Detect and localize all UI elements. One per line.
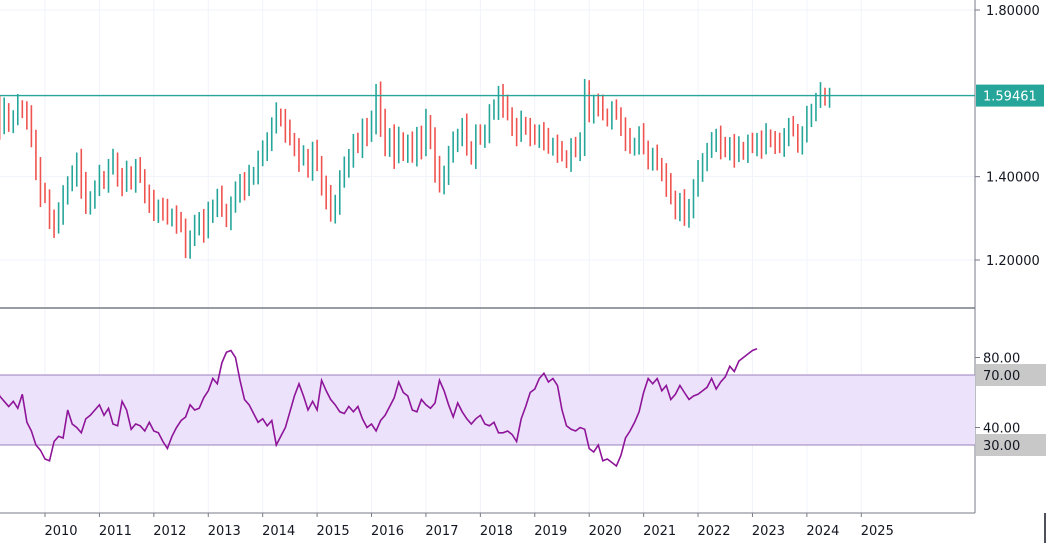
price-axis-label: 1.20000 — [986, 254, 1040, 269]
time-axis-label: 2016 — [371, 524, 404, 539]
rsi-axis-label: 40.00 — [983, 422, 1020, 437]
last-price-badge-bg — [976, 84, 1044, 107]
time-axis-label: 2012 — [153, 524, 186, 539]
time-axis-label: 2014 — [262, 524, 295, 539]
rsi-band-badge-label: 70.00 — [983, 369, 1020, 384]
rsi-band-badge-label: 30.00 — [983, 439, 1020, 454]
price-axis-label: 1.40000 — [986, 171, 1040, 186]
rsi-band-badge — [976, 364, 1046, 386]
time-axis-label: 2021 — [643, 524, 676, 539]
rsi-axis-label: 80.00 — [983, 352, 1020, 367]
last-price-badge: 1.59461 — [976, 84, 1044, 107]
time-axis-label: 2022 — [697, 524, 730, 539]
time-axis-label: 2024 — [806, 524, 839, 539]
time-axis-label: 2023 — [752, 524, 785, 539]
rsi-band-fill — [0, 375, 975, 445]
time-axis-label: 2011 — [99, 524, 132, 539]
time-axis-label: 2010 — [44, 524, 77, 539]
time-axis-label: 2017 — [425, 524, 458, 539]
time-axis-label: 2019 — [534, 524, 567, 539]
price-candles[interactable] — [0, 58, 831, 259]
price-axis-label: 1.80000 — [986, 4, 1040, 19]
last-price-value: 1.59461 — [983, 90, 1037, 105]
time-axis-label: 2013 — [208, 524, 241, 539]
time-axis-label: 2020 — [589, 524, 622, 539]
time-axis[interactable]: 2010 2011 2012 2013 2014 2015 2016 2017 2018 2019… — [44, 513, 894, 539]
time-axis-label: 2018 — [480, 524, 513, 539]
price-axis[interactable]: 1.80000 1.40000 1.20000 — [975, 4, 1040, 269]
rsi-line[interactable] — [0, 348, 758, 468]
rsi-band — [0, 374, 975, 446]
time-axis-label: 2025 — [861, 524, 894, 539]
rsi-axis[interactable]: 80.00 40.00 70.00 30.00 — [975, 352, 1046, 457]
rsi-band-badge — [976, 434, 1046, 456]
time-axis-label: 2015 — [317, 524, 350, 539]
